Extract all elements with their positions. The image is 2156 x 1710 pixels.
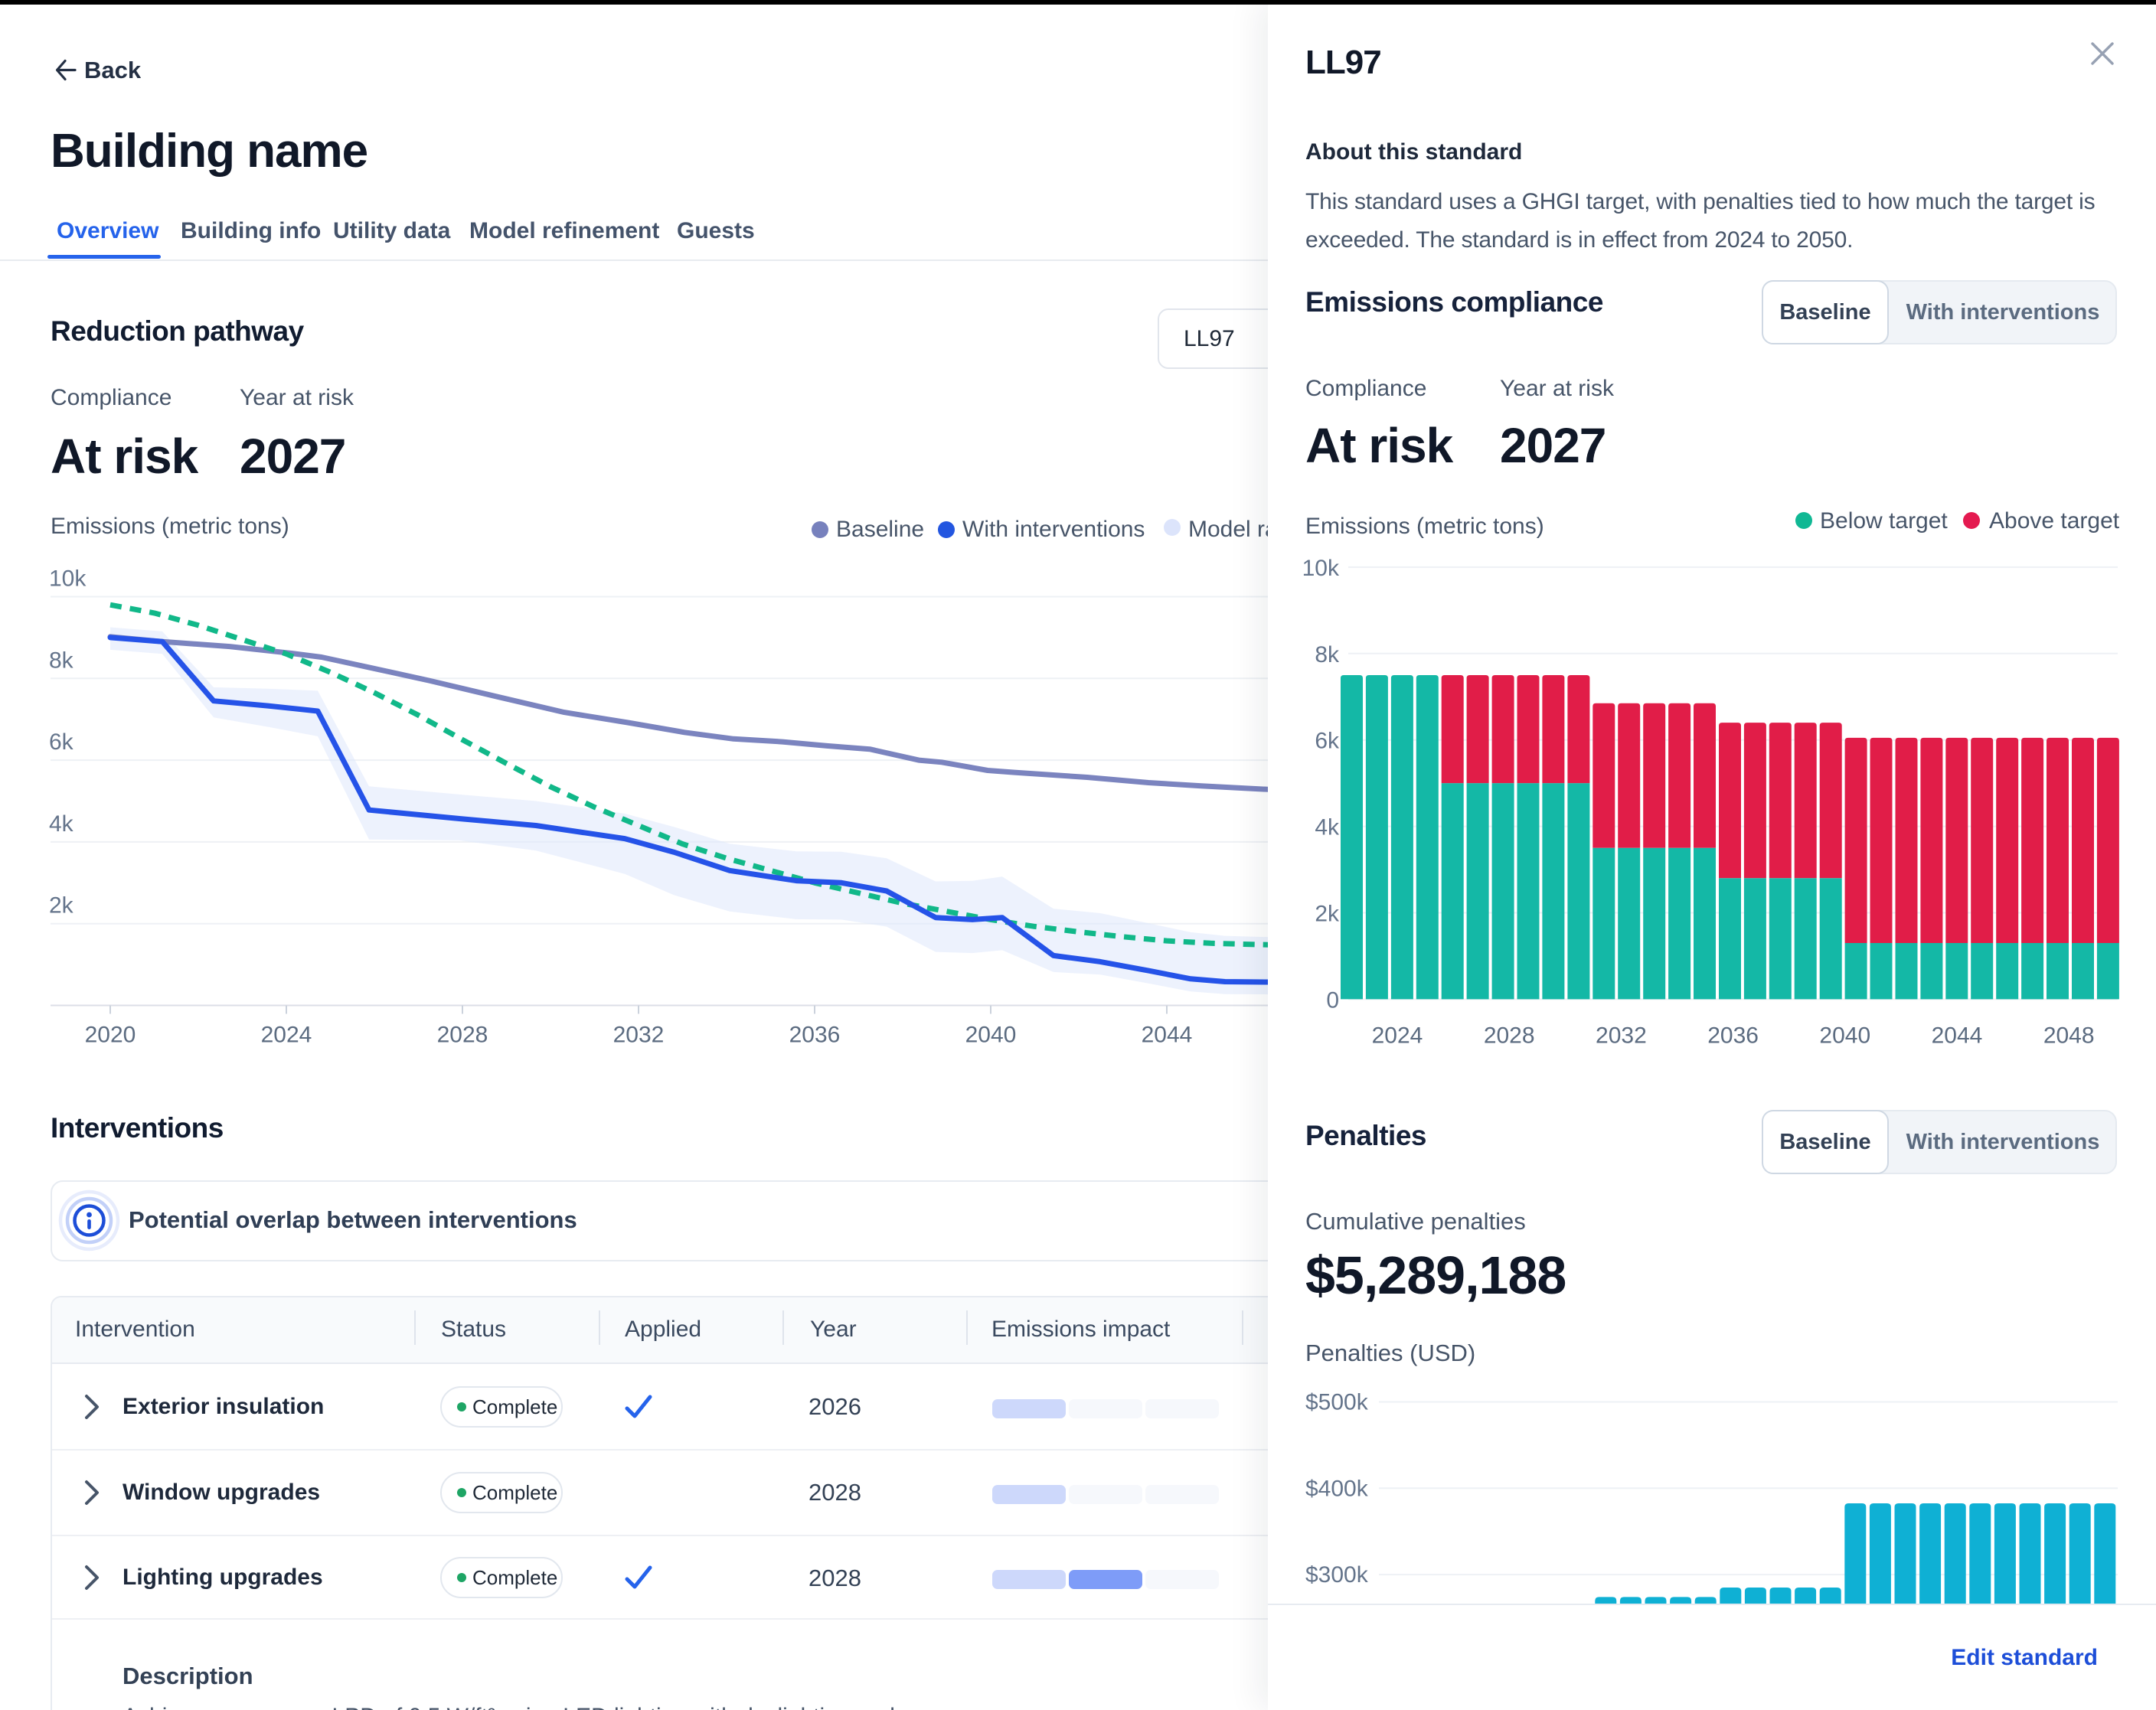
svg-text:4k: 4k xyxy=(49,811,74,837)
svg-text:2028: 2028 xyxy=(1484,1023,1535,1048)
svg-text:2036: 2036 xyxy=(789,1023,841,1048)
svg-text:6k: 6k xyxy=(1315,729,1340,754)
svg-text:0: 0 xyxy=(1326,987,1339,1013)
svg-text:2048: 2048 xyxy=(2043,1023,2095,1048)
svg-text:2040: 2040 xyxy=(965,1023,1017,1048)
svg-text:10k: 10k xyxy=(49,566,87,592)
svg-text:$300k: $300k xyxy=(1305,1562,1369,1588)
svg-text:2032: 2032 xyxy=(1596,1023,1647,1048)
svg-text:2044: 2044 xyxy=(1932,1023,1983,1048)
svg-text:2024: 2024 xyxy=(1372,1023,1423,1048)
svg-text:6k: 6k xyxy=(49,729,74,755)
svg-text:2k: 2k xyxy=(49,893,74,919)
svg-text:2032: 2032 xyxy=(613,1023,665,1048)
svg-text:4k: 4k xyxy=(1315,815,1340,840)
svg-text:8k: 8k xyxy=(1315,642,1340,667)
svg-text:2020: 2020 xyxy=(85,1023,136,1048)
svg-text:8k: 8k xyxy=(49,648,74,673)
svg-text:2040: 2040 xyxy=(1819,1023,1870,1048)
svg-text:$400k: $400k xyxy=(1305,1476,1369,1501)
svg-text:2024: 2024 xyxy=(261,1023,312,1048)
svg-text:$500k: $500k xyxy=(1305,1390,1369,1415)
svg-text:2044: 2044 xyxy=(1142,1023,1193,1048)
svg-text:2036: 2036 xyxy=(1707,1023,1759,1048)
svg-text:2k: 2k xyxy=(1315,902,1340,927)
svg-text:2028: 2028 xyxy=(437,1023,488,1048)
svg-text:10k: 10k xyxy=(1302,556,1340,581)
